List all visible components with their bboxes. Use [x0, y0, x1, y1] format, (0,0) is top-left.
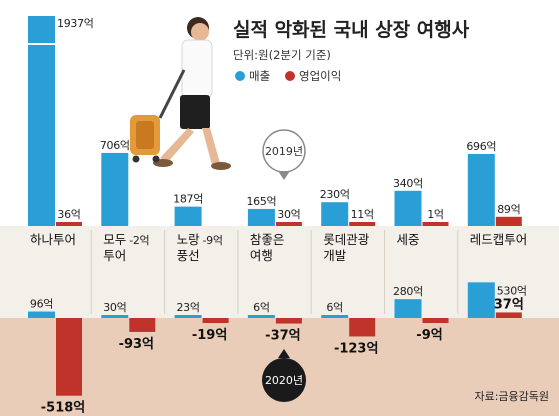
category-label: 참좋은 [250, 232, 285, 247]
bar-2020-revenue [394, 299, 422, 318]
bar-2020-profit [422, 318, 449, 323]
label-2020-revenue: 530억 [497, 284, 527, 297]
legend-profit-swatch [285, 71, 295, 81]
label-2019-profit: -2억 [129, 234, 149, 247]
chart-source: 자료:금융감독원 [474, 390, 549, 403]
traveler-illustration [130, 17, 231, 170]
category-label: 노랑 [177, 232, 201, 247]
category-band [0, 226, 559, 318]
label-2020-profit: -93억 [119, 337, 154, 352]
label-2020-profit: 37억 [494, 297, 524, 312]
bar-2020-profit [202, 318, 229, 323]
label-2020-revenue: 6억 [326, 301, 343, 314]
bar-2019-revenue [394, 190, 422, 226]
category-label: 풍선 [177, 248, 200, 263]
label-2020-revenue: 96억 [30, 298, 53, 311]
chart-unit: 단위:원(2분기 기준) [233, 48, 331, 62]
bar-2019-profit [275, 222, 302, 226]
label-2019-profit: 11억 [351, 208, 374, 221]
category-label: 하나투어 [30, 232, 76, 247]
bar-2020-revenue [247, 315, 275, 318]
bar-2019-profit [56, 222, 82, 226]
legend-profit-label: 영업이익 [299, 69, 341, 83]
value-labels: 1937억 36억 96억 -518억 706억 -2억 30억 -93억 187억 -9억 23억… [30, 17, 527, 416]
bar-2019-profit [349, 222, 376, 226]
label-2019-revenue: 187억 [173, 193, 203, 206]
label-2020-revenue: 6억 [253, 301, 270, 314]
label-2020-profit: -37억 [265, 329, 300, 344]
badge-2019: 2019년 [262, 129, 306, 180]
bar-2020-revenue [467, 282, 495, 318]
bar-2020-profit [495, 312, 522, 318]
chart-title: 실적 악화된 국내 상장 여행사 [233, 19, 470, 41]
bar-2019-revenue [321, 202, 349, 226]
legend-revenue-label: 매출 [249, 69, 270, 83]
label-2020-revenue: 30억 [103, 301, 126, 314]
upper-background [0, 0, 559, 226]
category-label: 롯데관광 [323, 232, 370, 247]
category-label: 레드캡투어 [470, 232, 528, 247]
bar-2019-revenue [28, 16, 55, 226]
label-2020-profit: -19억 [192, 328, 227, 343]
bar-2020-revenue [101, 315, 129, 318]
label-2019-profit: 36억 [57, 208, 80, 221]
category-label: 여행 [250, 248, 273, 263]
label-2019-revenue: 706억 [100, 139, 130, 152]
bar-2020-profit [56, 318, 82, 396]
bar-2020-profit [349, 318, 376, 337]
label-2020-revenue: 23억 [176, 301, 199, 314]
bar-2019-revenue [467, 153, 495, 226]
label-2020-revenue: 280억 [393, 285, 423, 298]
label-2019-revenue: 1937억 [57, 17, 94, 30]
label-2019-revenue: 696억 [466, 140, 496, 153]
label-2019-revenue: 165억 [246, 195, 276, 208]
bar-2019-revenue [247, 208, 275, 226]
label-2019-profit: 1억 [427, 208, 444, 221]
label-2019-revenue: 340억 [393, 177, 423, 190]
label-2019-revenue: 230억 [320, 188, 350, 201]
bars-2020 [28, 282, 522, 396]
category-separators [90, 230, 459, 314]
bar-2020-revenue [321, 315, 349, 318]
bar-2020-revenue [28, 311, 55, 318]
category-label: 모두 [103, 232, 126, 247]
badge-2019-label: 2019년 [265, 145, 303, 158]
category-label: 개발 [323, 248, 347, 263]
bar-2019-revenue [101, 152, 129, 226]
bar-2019-revenue [174, 206, 202, 226]
category-label: 투어 [103, 248, 126, 263]
bar-2020-profit [129, 318, 156, 332]
bar-2019-profit [422, 222, 449, 226]
bar-2020-revenue [174, 315, 202, 318]
label-2019-profit: -9억 [202, 234, 222, 247]
bar-2019-profit [495, 216, 522, 226]
legend-revenue-swatch [235, 71, 245, 81]
label-2019-profit: 89억 [497, 203, 520, 216]
badge-2020: 2020년 [262, 349, 306, 402]
bars-2019 [28, 16, 522, 226]
badge-2020-label: 2020년 [265, 374, 303, 387]
bar-2020-profit [275, 318, 302, 324]
label-2020-profit: -123억 [334, 341, 379, 356]
label-2019-profit: 30억 [277, 208, 300, 221]
label-2020-profit: -518억 [41, 401, 86, 416]
category-label: 세중 [397, 232, 420, 247]
label-2020-profit: -9억 [416, 328, 442, 343]
